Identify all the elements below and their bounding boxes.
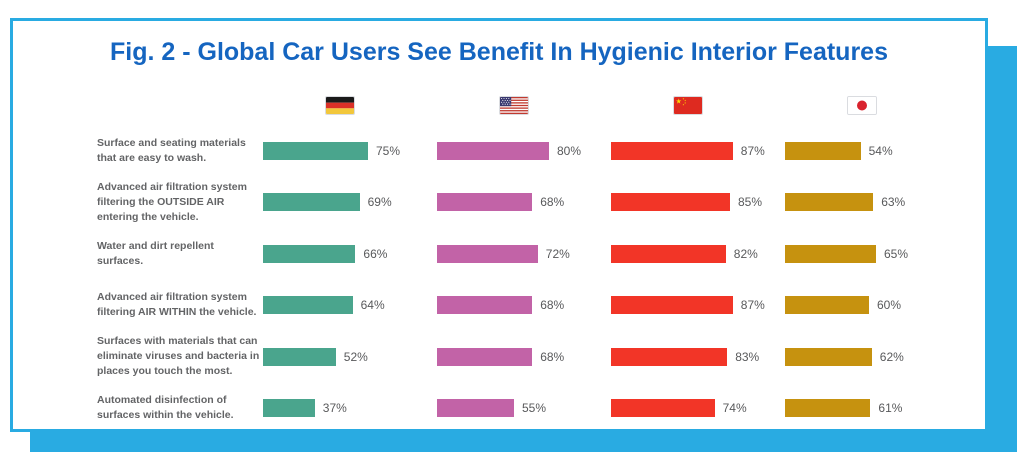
bar-japan <box>785 296 869 315</box>
bar-china <box>611 141 733 160</box>
bar-japan <box>785 244 876 263</box>
bar-cell-japan: 60% <box>785 296 959 315</box>
bar-value-label: 60% <box>877 298 902 313</box>
bar-cell-germany: 75% <box>263 141 437 160</box>
bar-japan <box>785 141 861 160</box>
bar-value-label: 82% <box>733 246 758 261</box>
bar-cell-germany: 64% <box>263 296 437 315</box>
category-label: Automated disinfection of surfaces withi… <box>97 394 234 422</box>
bar-cell-germany: 69% <box>263 193 437 212</box>
bar-cell-japan: 65% <box>785 244 959 263</box>
bar-cell-united-states: 68% <box>437 296 611 315</box>
chart-row: Surface and seating materials that are e… <box>97 125 985 177</box>
category-label: Surfaces with materials that can elimina… <box>97 335 260 378</box>
category-label: Water and dirt repellent surfaces. <box>97 239 214 267</box>
bar-value-label: 87% <box>740 143 765 158</box>
chart-row: Advanced air filtration system filtering… <box>97 280 985 332</box>
bar-value-label: 64% <box>360 298 385 313</box>
bar-value-label: 63% <box>881 195 906 210</box>
bar-united-states <box>437 296 533 315</box>
bar-value-label: 75% <box>376 143 401 158</box>
bar-value-label: 80% <box>557 143 582 158</box>
chart-card: Fig. 2 - Global Car Users See Benefit In… <box>10 18 988 432</box>
bar-cell-japan: 61% <box>785 399 959 418</box>
bar-germany <box>263 399 315 418</box>
bar-china <box>611 296 733 315</box>
bar-value-label: 54% <box>868 143 893 158</box>
bar-united-states <box>437 193 533 212</box>
bar-germany <box>263 244 356 263</box>
bar-cell-japan: 63% <box>785 193 959 212</box>
category-label: Surface and seating materials that are e… <box>97 136 246 164</box>
bar-cell-united-states: 80% <box>437 141 611 160</box>
bar-cell-japan: 54% <box>785 141 959 160</box>
chart-row: Surfaces with materials that can elimina… <box>97 331 985 383</box>
bar-cell-china: 85% <box>611 193 785 212</box>
bar-cell-united-states: 55% <box>437 399 611 418</box>
bar-value-label: 69% <box>367 195 392 210</box>
chart-row: Automated disinfection of surfaces withi… <box>97 383 985 430</box>
chart-row: Water and dirt repellent surfaces. 66% 72%… <box>97 228 985 280</box>
chart-rows: Surface and seating materials that are e… <box>97 125 985 430</box>
bar-cell-united-states: 68% <box>437 193 611 212</box>
bar-germany <box>263 296 353 315</box>
bar-china <box>611 193 730 212</box>
bar-cell-china: 74% <box>611 399 785 418</box>
column-header-japan <box>785 96 959 120</box>
bar-china <box>611 399 715 418</box>
bar-germany <box>263 141 368 160</box>
bar-china <box>611 347 728 366</box>
bar-cell-germany: 37% <box>263 399 437 418</box>
bar-value-label: 72% <box>545 246 570 261</box>
bar-value-label: 87% <box>740 298 765 313</box>
china-flag-icon <box>673 96 703 115</box>
bar-value-label: 62% <box>879 349 904 364</box>
bar-united-states <box>437 141 549 160</box>
bar-value-label: 55% <box>522 401 547 416</box>
label-column-spacer <box>97 96 263 120</box>
bar-cell-china: 87% <box>611 296 785 315</box>
bar-value-label: 83% <box>735 349 760 364</box>
germany-flag-icon <box>325 96 355 115</box>
bar-japan <box>785 347 872 366</box>
bar-cell-japan: 62% <box>785 347 959 366</box>
bar-value-label: 65% <box>884 246 909 261</box>
bar-cell-germany: 52% <box>263 347 437 366</box>
column-header-china <box>611 96 785 120</box>
bar-germany <box>263 347 336 366</box>
bar-value-label: 74% <box>722 401 747 416</box>
bar-united-states <box>437 244 538 263</box>
flag-header-row <box>97 96 985 115</box>
column-header-usa <box>437 96 611 120</box>
bar-cell-china: 87% <box>611 141 785 160</box>
bar-cell-china: 82% <box>611 244 785 263</box>
bar-cell-united-states: 68% <box>437 347 611 366</box>
figure-title: Fig. 2 - Global Car Users See Benefit In… <box>110 38 888 66</box>
bar-value-label: 37% <box>322 401 347 416</box>
usa-flag-icon <box>499 96 529 115</box>
bar-value-label: 66% <box>363 246 388 261</box>
bar-value-label: 68% <box>540 349 565 364</box>
bar-united-states <box>437 399 514 418</box>
bar-cell-china: 83% <box>611 347 785 366</box>
bar-japan <box>785 399 871 418</box>
category-label: Advanced air filtration system filtering… <box>97 291 257 319</box>
bar-japan <box>785 193 874 212</box>
bar-value-label: 85% <box>738 195 763 210</box>
column-header-germany <box>263 96 437 120</box>
chart-row: Advanced air filtration system filtering… <box>97 177 985 229</box>
category-label: Advanced air filtration system filtering… <box>97 180 247 223</box>
japan-flag-icon <box>847 96 877 115</box>
bar-germany <box>263 193 360 212</box>
bar-china <box>611 244 726 263</box>
bar-value-label: 61% <box>878 401 903 416</box>
bar-cell-germany: 66% <box>263 244 437 263</box>
bar-united-states <box>437 347 533 366</box>
bar-value-label: 68% <box>540 195 565 210</box>
bar-value-label: 68% <box>540 298 565 313</box>
bar-cell-united-states: 72% <box>437 244 611 263</box>
bar-value-label: 52% <box>343 349 368 364</box>
